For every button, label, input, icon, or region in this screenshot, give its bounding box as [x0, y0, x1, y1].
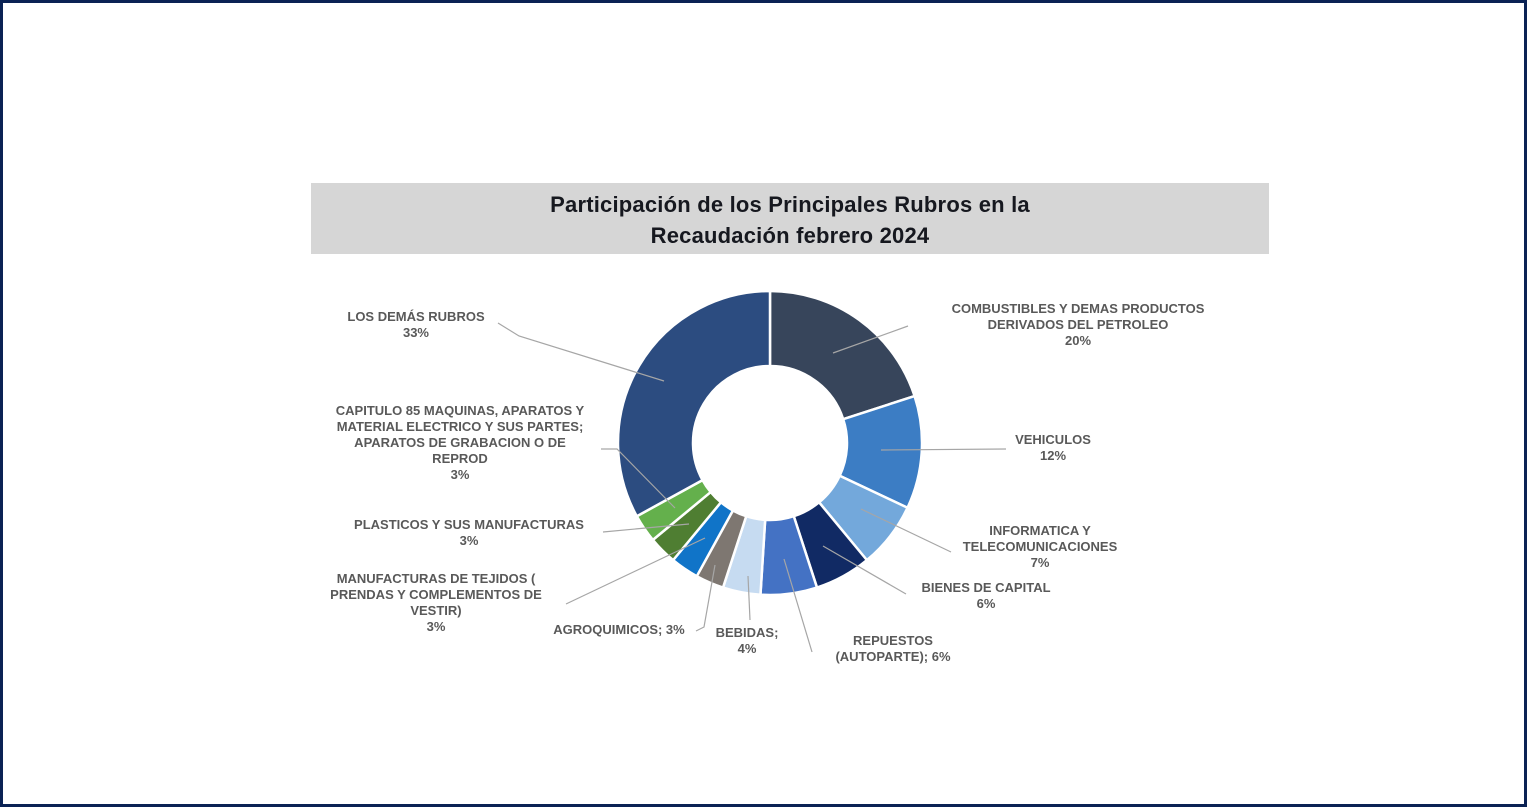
segment-label-los_demas-line2: 33% — [402, 325, 430, 340]
segment-label-capitulo85-line4: REPROD — [432, 451, 488, 466]
segment-label-combustibles-line1: COMBUSTIBLES Y DEMAS PRODUCTOS — [951, 301, 1205, 316]
segment-label-plasticos-line2: 3% — [459, 533, 479, 548]
segment-label-combustibles-line2: DERIVADOS DEL PETROLEO — [987, 317, 1169, 332]
donut-chart: COMBUSTIBLES Y DEMAS PRODUCTOS DERIVADOS … — [3, 3, 1524, 804]
leader-line-plasticos — [602, 523, 690, 533]
segment-label-vehiculos-line2: 12% — [1039, 448, 1067, 463]
segment-label-tejidos-line4: 3% — [426, 619, 446, 634]
segment-label-plasticos: PLASTICOS Y SUS MANUFACTURAS 3% — [354, 517, 584, 549]
leader-line-bienes — [822, 545, 907, 595]
donut-plot — [497, 289, 1007, 653]
segment-label-bienes-line2: 6% — [976, 596, 996, 611]
leader-line-combustibles — [832, 325, 909, 354]
pie-segment-los_demas — [616, 289, 772, 518]
segment-label-agroquimicos-line1: AGROQUIMICOS; 3% — [553, 622, 685, 637]
segment-label-bebidas-line1: BEBIDAS; — [715, 625, 779, 640]
segment-label-plasticos-line1: PLASTICOS Y SUS MANUFACTURAS — [354, 517, 584, 532]
segment-label-tejidos: MANUFACTURAS DE TEJIDOS (PRENDAS Y COMPL… — [330, 571, 542, 635]
segment-label-tejidos-line2: PRENDAS Y COMPLEMENTOS DE — [330, 587, 542, 602]
segment-label-capitulo85-line2: MATERIAL ELECTRICO Y SUS PARTES; — [336, 419, 584, 434]
chart-title-band: Participación de los Principales Rubros … — [311, 183, 1269, 254]
segment-label-tejidos-line3: VESTIR) — [410, 603, 462, 618]
chart-title-line1: Participación de los Principales Rubros … — [550, 192, 1030, 217]
segment-label-los_demas: LOS DEMÁS RUBROS 33% — [347, 309, 484, 341]
leader-line-vehiculos — [880, 448, 1007, 451]
leader-line-tejidos — [565, 537, 706, 605]
segment-label-capitulo85: CAPITULO 85 MAQUINAS, APARATOS Y MATERIAL… — [336, 403, 584, 483]
chart-title-line2: Recaudación febrero 2024 — [650, 223, 930, 248]
segment-label-capitulo85-line5: 3% — [450, 467, 470, 482]
segment-label-vehiculos-line1: VEHICULOS — [1015, 432, 1091, 447]
leader-line-los_demas — [497, 322, 665, 382]
segment-label-vehiculos: VEHICULOS 12% — [1015, 432, 1091, 464]
segment-label-combustibles: COMBUSTIBLES Y DEMAS PRODUCTOS DERIVADOS … — [952, 301, 1205, 349]
leader-line-agroquimicos — [695, 564, 716, 632]
leader-line-capitulo85 — [601, 448, 676, 509]
segment-label-informatica-line1: INFORMATICA Y — [989, 523, 1091, 538]
leader-line-informatica — [860, 508, 952, 553]
leader-line-repuestos — [783, 558, 813, 653]
segment-label-capitulo85-line1: CAPITULO 85 MAQUINAS, APARATOS Y — [335, 403, 585, 418]
leader-line-bebidas — [747, 575, 751, 621]
segment-label-informatica-line3: 7% — [1030, 555, 1050, 570]
segment-label-informatica-line2: TELECOMUNICACIONES — [962, 539, 1118, 554]
pie-segment-combustibles — [768, 289, 916, 421]
segment-label-capitulo85-line3: APARATOS DE GRABACION O DE — [354, 435, 566, 450]
segment-label-informatica: INFORMATICA Y TELECOMUNICACIONES 7% — [963, 523, 1118, 571]
segment-label-repuestos-line1: REPUESTOS — [853, 633, 933, 648]
segment-label-los_demas-line1: LOS DEMÁS RUBROS — [347, 309, 485, 324]
segment-label-bienes: BIENES DE CAPITAL 6% — [921, 580, 1050, 612]
segment-label-repuestos: REPUESTOS (AUTOPARTE); 6% — [835, 633, 950, 665]
segment-label-bebidas-line2: 4% — [737, 641, 757, 656]
segment-label-agroquimicos: AGROQUIMICOS; 3% — [553, 622, 684, 638]
segment-label-bebidas: BEBIDAS; 4% — [716, 625, 779, 657]
segment-label-combustibles-line3: 20% — [1064, 333, 1092, 348]
segment-label-bienes-line1: BIENES DE CAPITAL — [921, 580, 1051, 595]
segment-label-repuestos-line2: (AUTOPARTE); 6% — [835, 649, 951, 664]
segment-label-tejidos-line1: MANUFACTURAS DE TEJIDOS ( — [336, 571, 536, 586]
